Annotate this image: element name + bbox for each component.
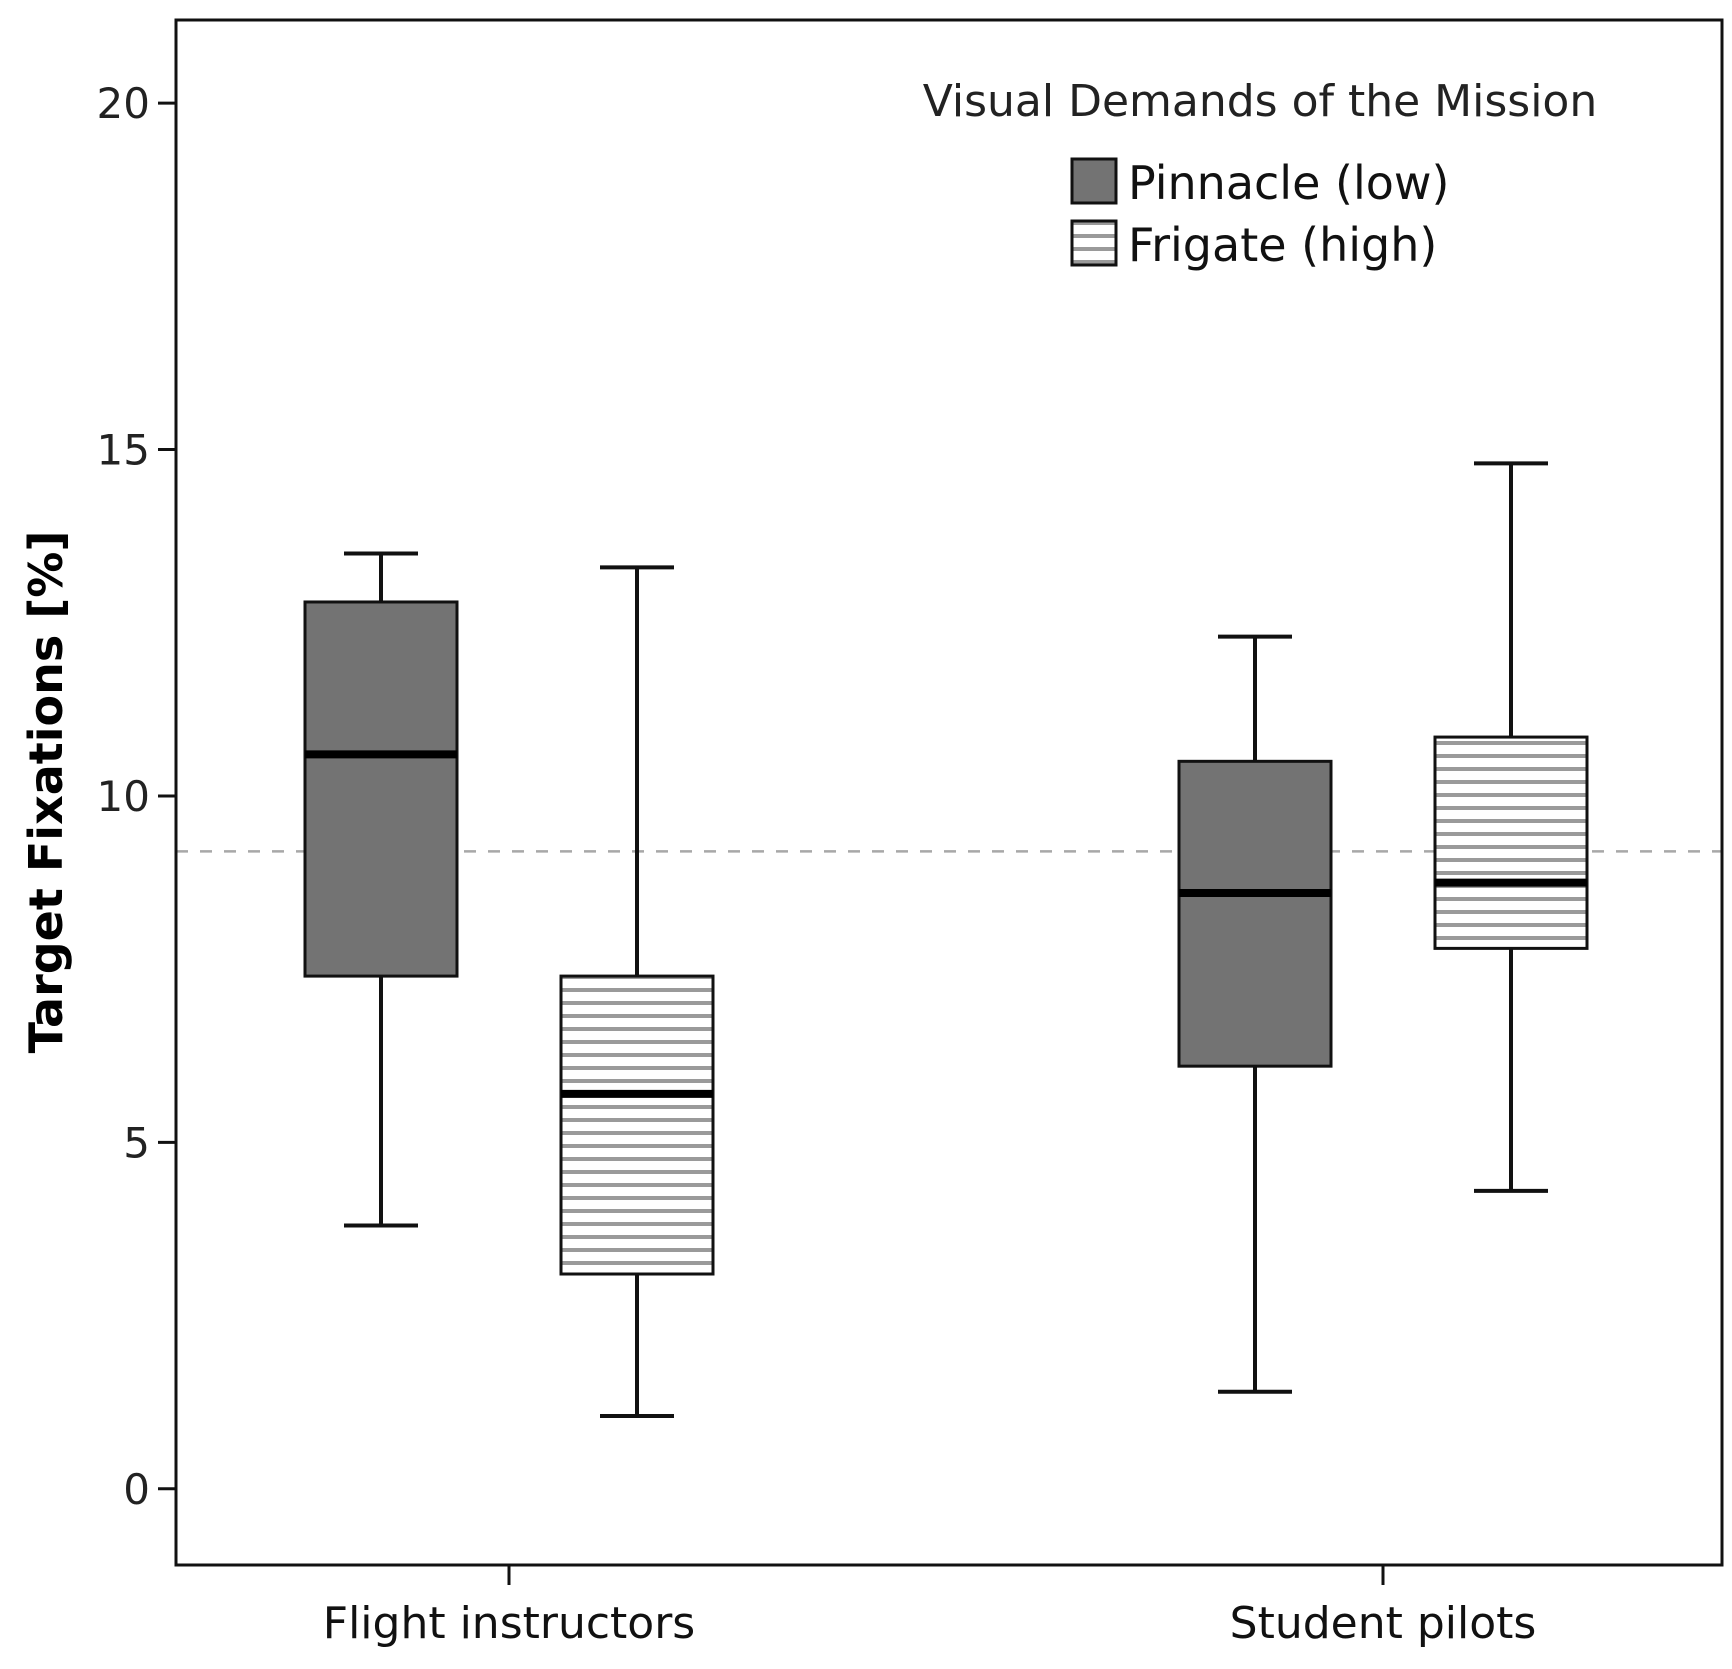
- y-tick-label: 0: [123, 1465, 150, 1514]
- plot-frame: [174, 18, 1724, 1567]
- iqr-box: [303, 600, 459, 978]
- x-category-label: Student pilots: [1230, 1598, 1537, 1649]
- legend-label: Pinnacle (low): [1128, 156, 1449, 210]
- legend-label: Frigate (high): [1128, 218, 1437, 272]
- box-frigate-student: [1433, 461, 1589, 1193]
- y-axis-title: Target Fixations [%]: [19, 531, 73, 1054]
- box-pinnacle-flight: [303, 551, 459, 1228]
- y-tick-label: 20: [97, 79, 150, 128]
- box-pinnacle-student: [1177, 634, 1333, 1394]
- legend-swatch: [1070, 219, 1118, 267]
- y-tick-label: 15: [97, 426, 150, 475]
- box-frigate-flight: [559, 565, 715, 1419]
- x-category-label: Flight instructors: [323, 1598, 695, 1649]
- iqr-box: [559, 974, 715, 1276]
- y-tick-label: 5: [123, 1118, 150, 1167]
- legend-swatch: [1070, 157, 1118, 205]
- iqr-box: [1433, 735, 1589, 950]
- y-tick-label: 10: [97, 772, 150, 821]
- iqr-box: [1177, 759, 1333, 1068]
- legend-title: Visual Demands of the Mission: [923, 76, 1598, 127]
